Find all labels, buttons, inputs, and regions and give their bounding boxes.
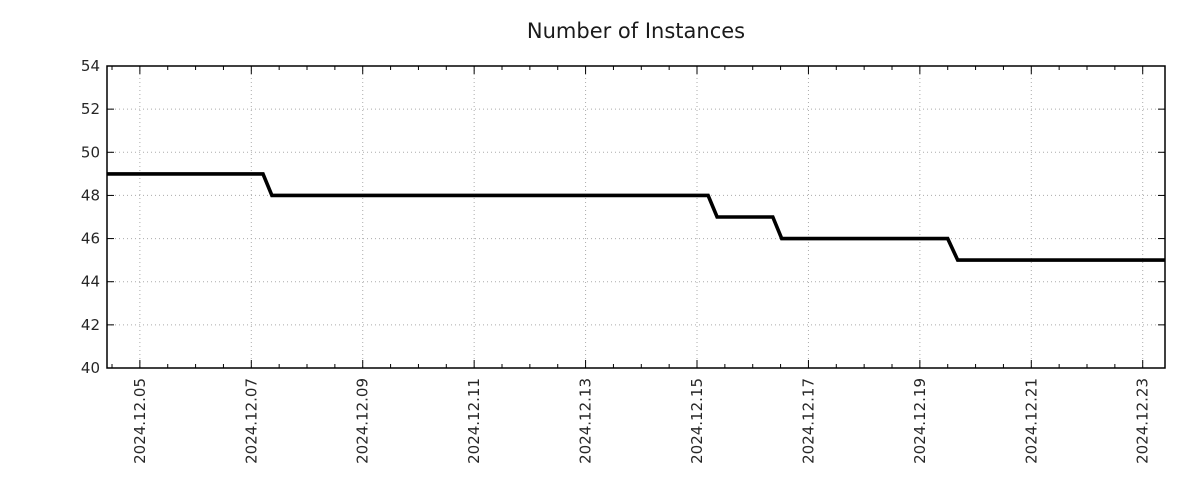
x-tick-label: 2024.12.21: [1022, 378, 1040, 464]
chart-plot: 40 42 44 46 48 50 52 54 2024.12.05 2024.12.07 2024…: [81, 57, 1166, 464]
x-tick-label: 2024.12.11: [465, 378, 483, 464]
x-tick-label: 2024.12.05: [131, 378, 149, 464]
x-tick-label: 2024.12.09: [354, 378, 372, 464]
x-tick-label: 2024.12.15: [688, 378, 706, 464]
plot-border: [106, 65, 1166, 369]
y-tick-label: 48: [81, 186, 100, 204]
x-tick-label: 2024.12.19: [911, 378, 929, 464]
y-tick-label: 42: [81, 316, 100, 334]
y-tick-label: 50: [81, 143, 100, 161]
y-tick-label: 54: [81, 57, 100, 75]
y-tick-label: 46: [81, 230, 100, 248]
x-tick-label: 2024.12.23: [1134, 378, 1152, 464]
x-tick-label: 2024.12.07: [242, 378, 260, 464]
y-tick-label: 44: [81, 273, 100, 291]
series-line-instances: [107, 172, 1165, 262]
y-tick-label: 52: [81, 100, 100, 118]
x-tick-label: 2024.12.17: [799, 378, 817, 464]
chart-title: Number of Instances: [527, 19, 745, 43]
x-tick-label: 2024.12.13: [577, 378, 595, 464]
y-tick-label: 40: [81, 359, 100, 377]
